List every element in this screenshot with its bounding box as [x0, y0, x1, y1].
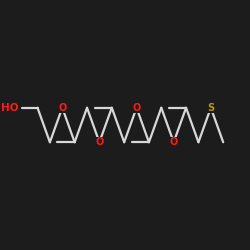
Text: S: S [207, 103, 214, 113]
Text: O: O [170, 137, 178, 147]
Text: HO: HO [1, 103, 18, 113]
Text: O: O [132, 103, 141, 113]
Text: O: O [95, 137, 104, 147]
Text: O: O [58, 103, 66, 113]
